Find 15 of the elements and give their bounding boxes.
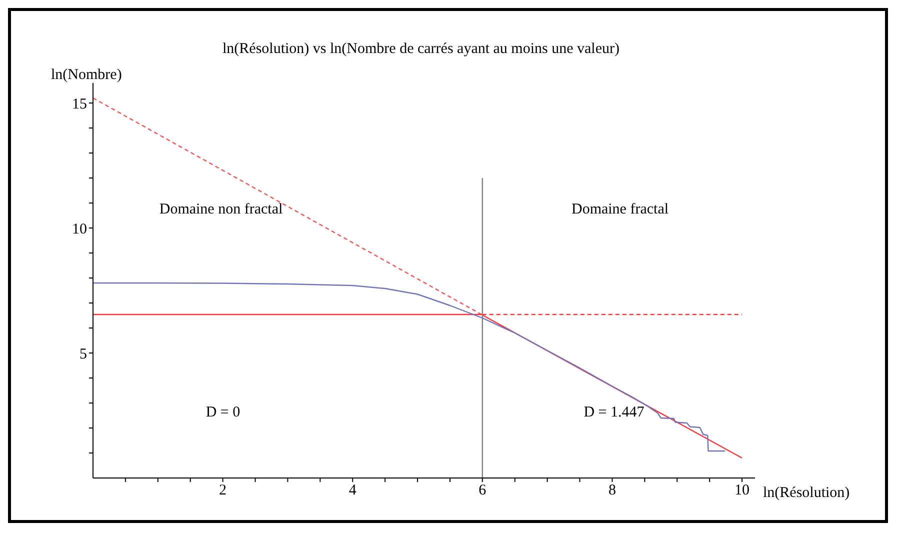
x-tick-label: 4 <box>348 482 357 499</box>
x-tick-label: 8 <box>608 482 616 499</box>
annotation: Domaine non fractal <box>159 202 283 218</box>
x-axis-title: ln(Résolution) <box>763 485 850 502</box>
x-tick-label: 6 <box>478 482 487 499</box>
y-tick-label: 10 <box>72 221 87 238</box>
x-tick-label: 10 <box>734 482 750 499</box>
annotation: D = 0 <box>206 404 240 422</box>
chart-title: ln(Résolution) vs ln(Nombre de carrés ayant au moins une valeur) <box>222 41 620 58</box>
annotation: Domaine fractal <box>571 202 669 218</box>
y-tick-label: 15 <box>72 96 87 112</box>
x-tick-label: 2 <box>219 482 227 499</box>
y-tick-label: 5 <box>80 346 87 362</box>
annotation: D = 1.447 <box>584 404 644 422</box>
y-axis-title: ln(Nombre) <box>51 67 122 84</box>
